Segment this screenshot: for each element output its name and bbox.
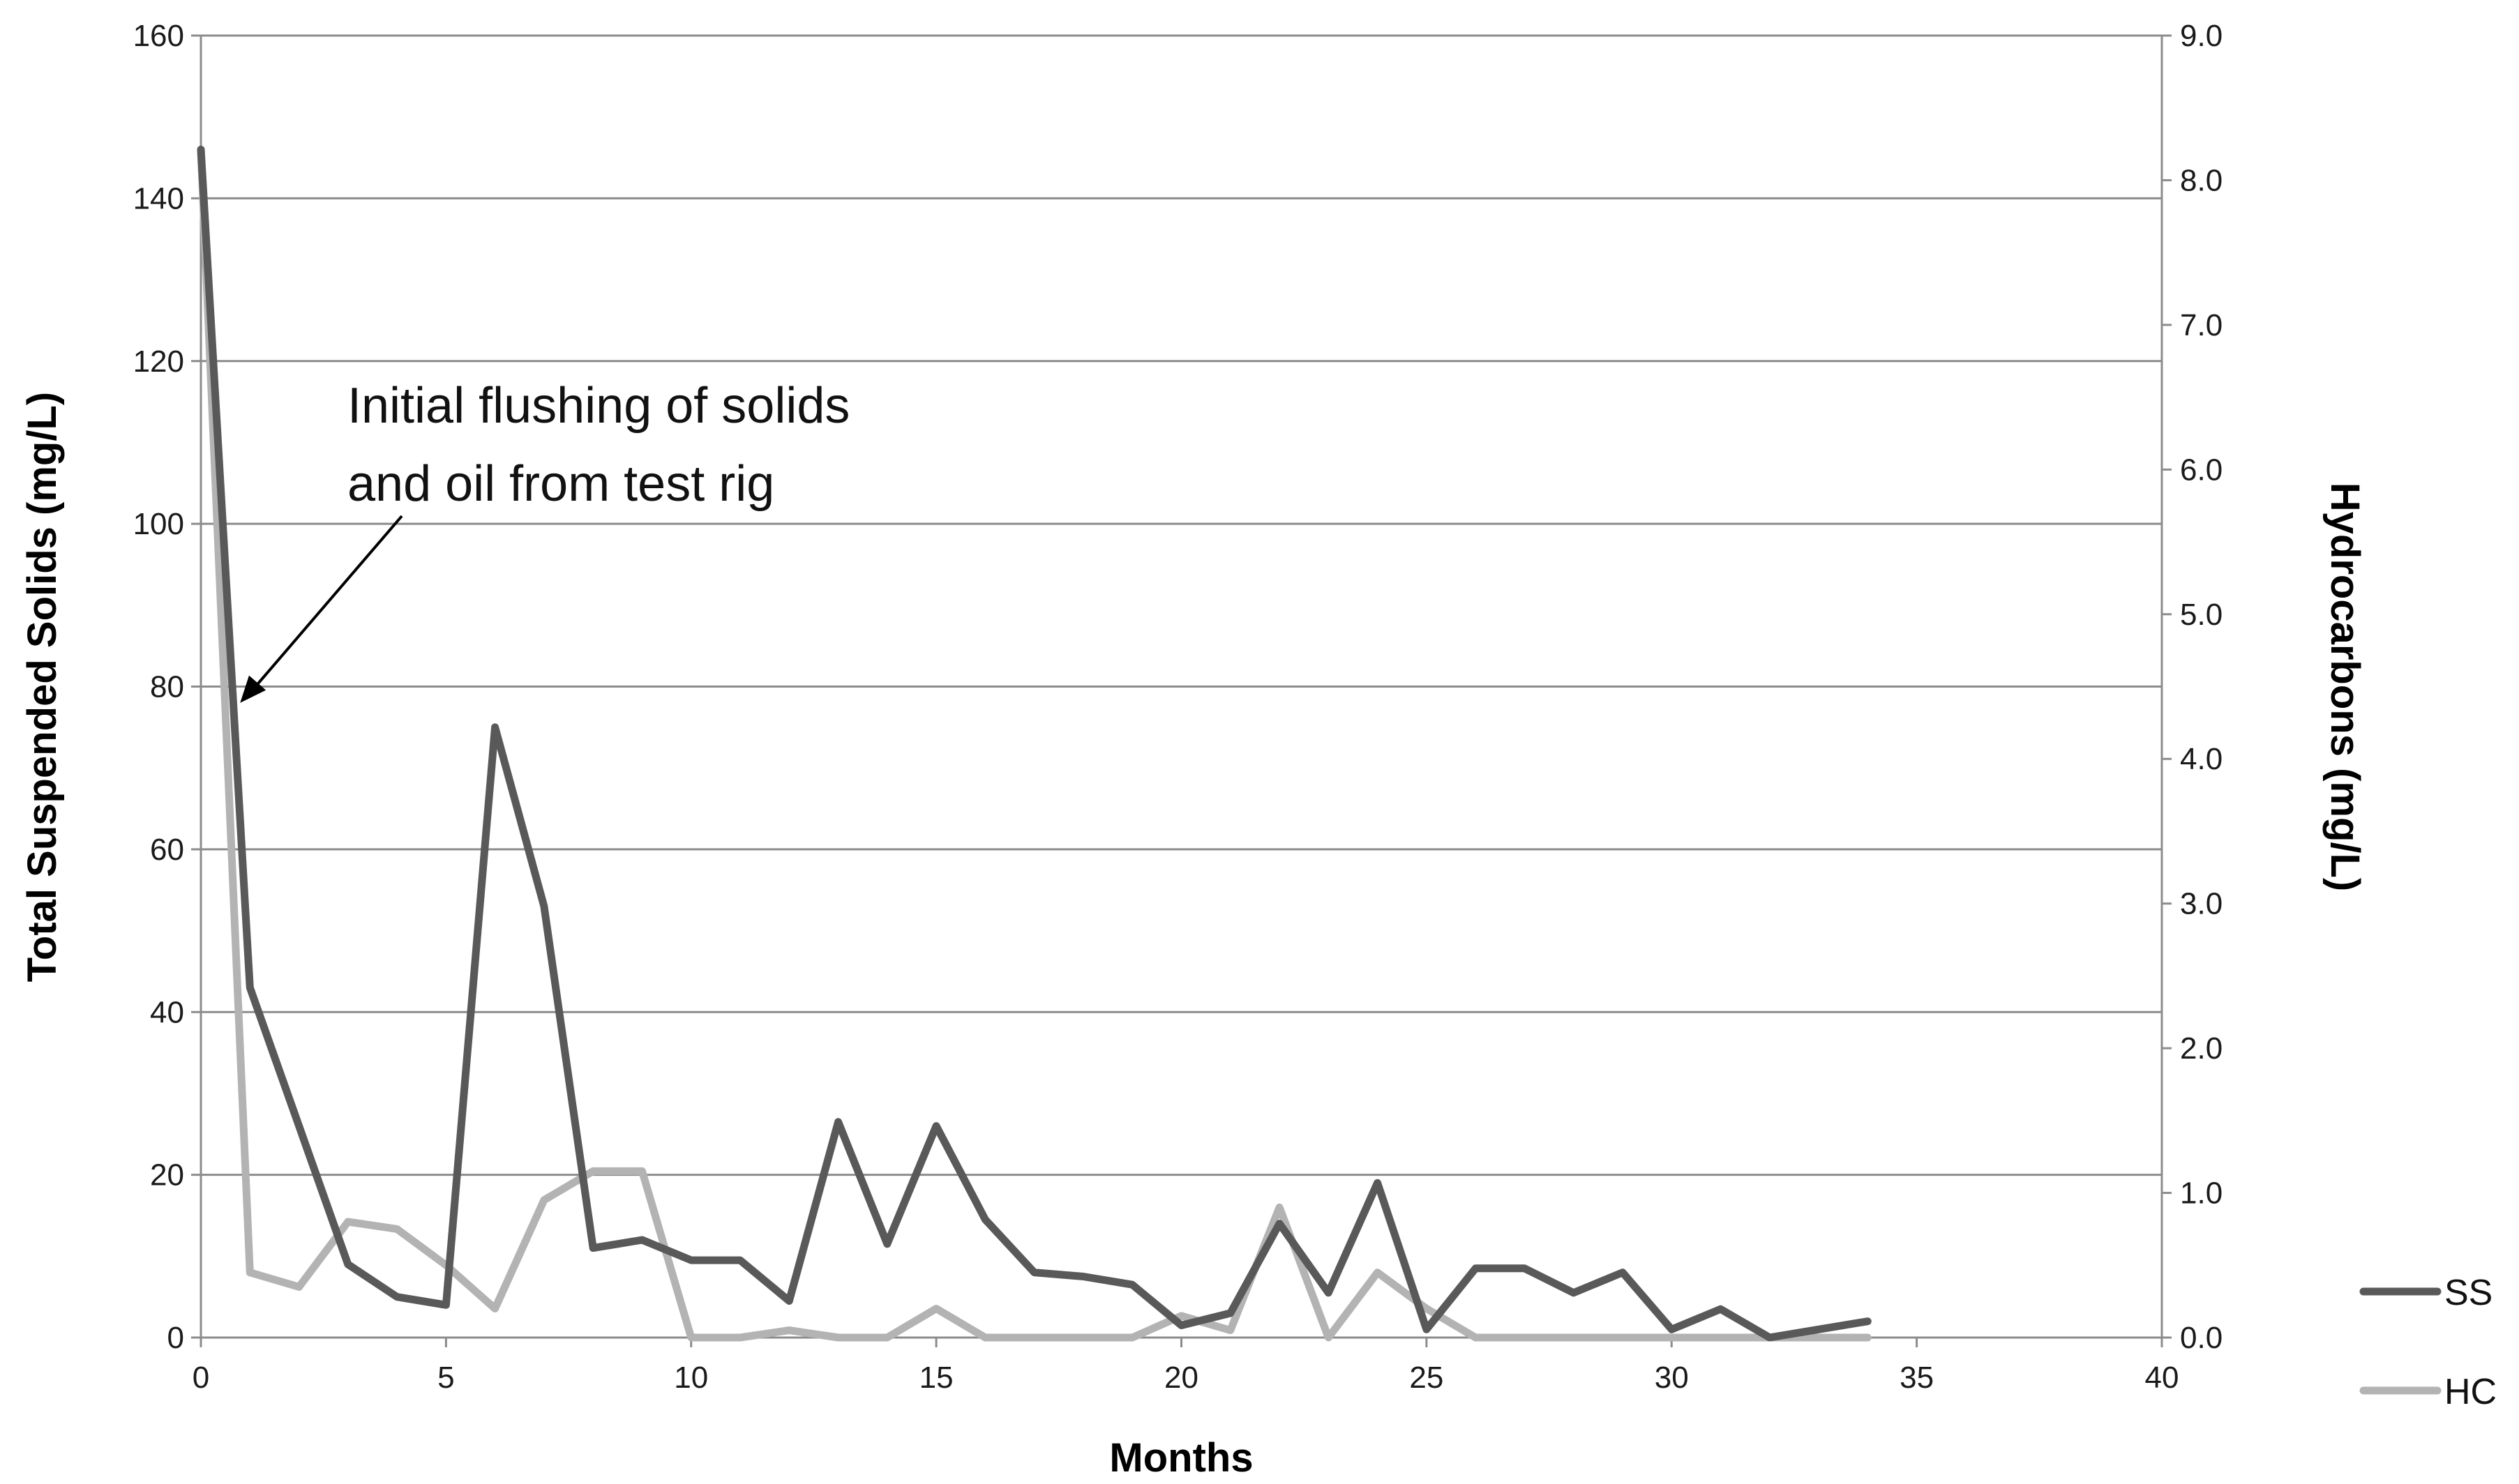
y-right-tick-label: 1.0 — [2180, 1176, 2223, 1211]
annotation-arrow-head — [240, 675, 266, 703]
axes — [191, 34, 2172, 1347]
y-right-tick-label: 6.0 — [2180, 453, 2223, 487]
tick-labels: 0204060801001201401600.01.02.03.04.05.06… — [20, 19, 2368, 1481]
x-tick-label: 15 — [919, 1361, 954, 1395]
series-lines — [197, 145, 1872, 1342]
y-left-tick-label: 140 — [133, 181, 184, 215]
y-right-tick-label: 0.0 — [2180, 1321, 2223, 1355]
x-tick-label: 40 — [2145, 1361, 2179, 1395]
y-left-tick-label: 60 — [150, 833, 184, 867]
y-right-tick-label: 3.0 — [2180, 887, 2223, 921]
annotation: Initial flushing of solids and oil from t… — [240, 378, 850, 703]
y-right-tick-label: 9.0 — [2180, 19, 2223, 53]
legend-label-ss: SS — [2444, 1273, 2492, 1313]
series-line-ss — [197, 145, 1872, 1342]
y-left-tick-label: 160 — [133, 19, 184, 53]
legend-label-hc: HC — [2444, 1372, 2497, 1412]
series-line-hc — [197, 147, 1872, 1342]
annotation-text-line-2: and oil from test rig — [347, 456, 774, 512]
y-right-tick-label: 8.0 — [2180, 163, 2223, 197]
y-left-tick-label: 40 — [150, 995, 184, 1029]
x-tick-label: 20 — [1164, 1361, 1198, 1395]
x-tick-label: 10 — [674, 1361, 708, 1395]
y-right-tick-label: 7.0 — [2180, 308, 2223, 342]
y-left-tick-label: 120 — [133, 344, 184, 379]
legend: SS HC — [2359, 1273, 2497, 1412]
x-tick-label: 30 — [1655, 1361, 1689, 1395]
x-tick-label: 25 — [1409, 1361, 1443, 1395]
x-tick-label: 35 — [1900, 1361, 1934, 1395]
y-left-tick-label: 0 — [167, 1321, 184, 1355]
x-axis-title: Months — [1109, 1435, 1253, 1481]
y-right-tick-label: 4.0 — [2180, 742, 2223, 776]
y-right-tick-label: 2.0 — [2180, 1031, 2223, 1066]
x-tick-label: 5 — [437, 1361, 454, 1395]
y-left-axis-title: Total Suspended Solids (mg/L) — [20, 392, 65, 982]
grid-lines — [201, 34, 2162, 1176]
x-tick-label: 0 — [193, 1361, 209, 1395]
y-left-tick-label: 80 — [150, 670, 184, 704]
y-right-axis-title: Hydrocarbons (mg/L) — [2322, 483, 2368, 892]
y-left-tick-label: 20 — [150, 1158, 184, 1192]
annotation-arrow-shaft — [248, 515, 403, 695]
annotation-text-line-1: Initial flushing of solids — [347, 378, 850, 434]
y-left-tick-label: 100 — [133, 507, 184, 541]
y-right-tick-label: 5.0 — [2180, 598, 2223, 632]
